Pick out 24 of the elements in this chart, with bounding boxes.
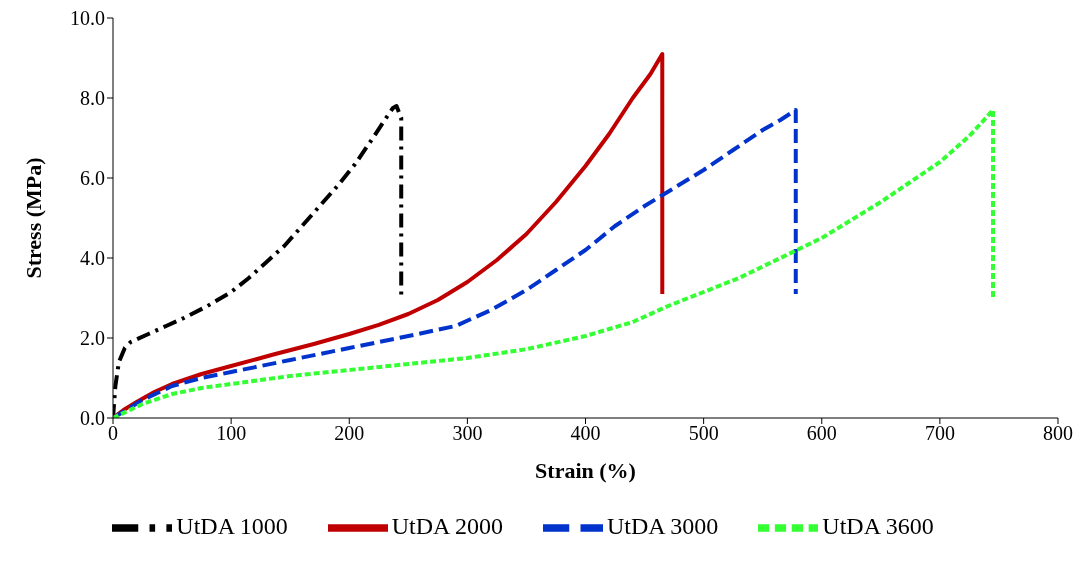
y-tick-label: 6.0	[80, 167, 105, 190]
x-tick-label: 800	[1043, 422, 1073, 445]
y-tick-label: 10.0	[70, 7, 105, 30]
x-axis-title: Strain (%)	[535, 458, 636, 483]
x-tick-label: 400	[570, 422, 601, 445]
legend-label: UtDA 3600	[822, 512, 934, 539]
x-tick-label: 600	[806, 422, 837, 445]
x-tick-label: 0	[108, 422, 118, 445]
line-series	[113, 108, 798, 418]
y-tick-label: 4.0	[80, 247, 105, 270]
legend-label: UtDA 2000	[391, 512, 503, 539]
legend-label: UtDA 1000	[176, 512, 288, 539]
x-tick-label: 300	[452, 422, 483, 445]
x-tick-label: 700	[924, 422, 955, 445]
legend-label: UtDA 3000	[607, 512, 719, 539]
line-series	[113, 52, 665, 418]
y-axis-title: Stress (MPa)	[20, 157, 46, 279]
x-tick-label: 100	[216, 422, 247, 445]
line-series	[113, 108, 996, 418]
y-tick-label: 0.0	[80, 407, 105, 430]
y-tick-label: 2.0	[80, 327, 105, 350]
x-tick-label: 200	[334, 422, 365, 445]
x-tick-label: 500	[688, 422, 719, 445]
y-tick-label: 8.0	[80, 87, 105, 110]
